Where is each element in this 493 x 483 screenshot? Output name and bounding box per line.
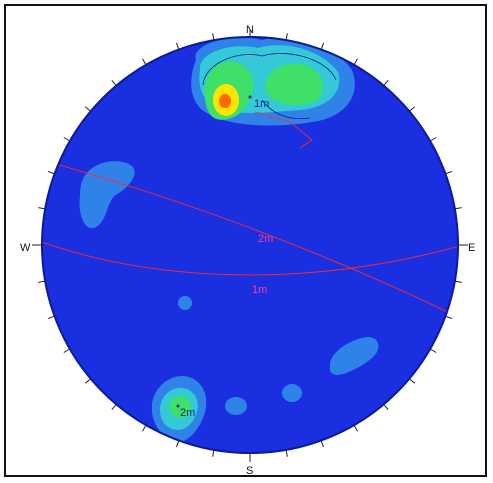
rim-tick [383,404,389,411]
rim-tick [38,207,46,210]
rim-tick [84,378,91,384]
great-circle-2 [42,241,458,276]
rim-tick [175,42,180,50]
rim-tick [445,315,453,320]
contour-peak-core [219,94,231,108]
rim-tick [320,440,325,448]
rim-tick [409,106,416,112]
rim-tick [285,33,288,41]
rim-tick [111,404,117,411]
contour-right-ellipse [329,337,379,375]
contour-spot-small [178,296,192,310]
rim-tick [445,170,453,175]
compass-south: S [246,465,253,477]
rim-tick [454,207,462,210]
rim-tick [47,315,55,320]
rim-tick [353,58,358,66]
contour-spot-bottom-right [282,384,302,402]
pole-label-1m: 1m [254,98,269,110]
rim-tick [429,348,437,353]
rim-tick [353,424,358,432]
great-circle-1 [42,159,458,319]
contour-spot-bottom [225,397,247,415]
rim-tick [429,137,437,142]
rim-tick [409,378,416,384]
rim-tick [38,280,46,283]
rim-tick [63,348,71,353]
great-circle-3 [254,111,313,149]
rim-tick [63,137,71,142]
contour-top-high-right [265,63,323,106]
compass-east: E [468,242,475,254]
rim-tick [111,79,117,86]
rim-tick [47,170,55,175]
rim-tick [142,424,147,432]
contour-bottom-high [169,396,191,418]
rim-tick [320,42,325,50]
rim-ticks [38,33,462,457]
rim-tick [142,58,147,66]
compass-west: W [20,242,31,254]
rim-tick [454,280,462,283]
pole-label-2m: 2m [180,407,195,419]
rim-tick [383,79,389,86]
contour-left-low [79,161,135,229]
plane-label-1m: 1m [252,284,267,296]
rim-tick [175,440,180,448]
rim-tick [285,449,288,457]
rim-tick [212,449,215,457]
density-contours [42,37,458,443]
rim-tick [84,106,91,112]
rim-tick [212,33,215,41]
plane-label-2m: 2m [258,233,273,245]
